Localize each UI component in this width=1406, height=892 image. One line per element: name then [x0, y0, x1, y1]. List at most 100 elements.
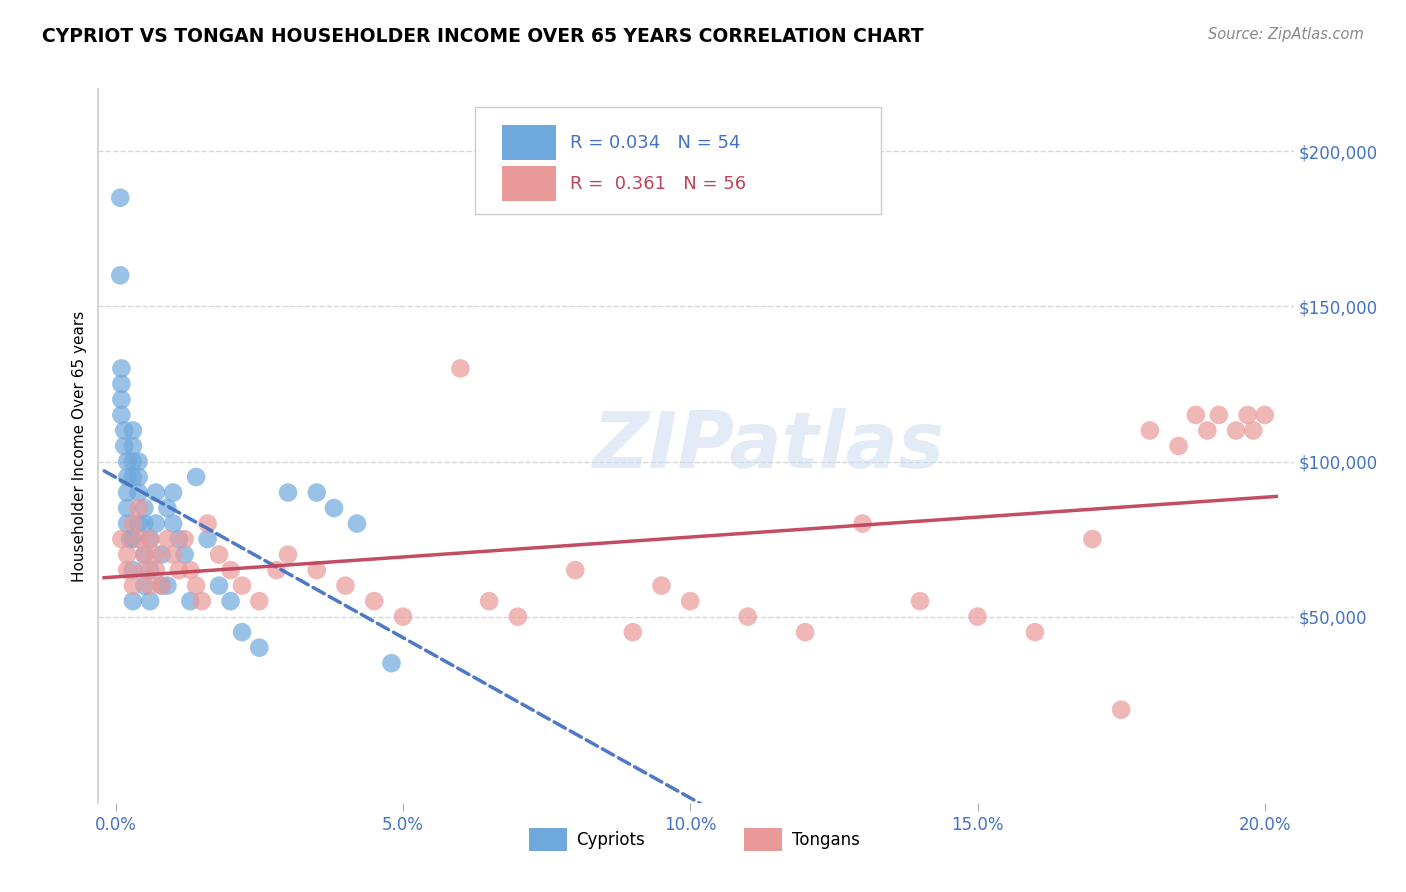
Point [1241, 424, 1264, 438]
Point [115, 501, 138, 516]
Point [1208, 408, 1230, 422]
Point [112, 439, 135, 453]
Point [179, 594, 201, 608]
Point [145, 516, 167, 531]
Point [112, 424, 135, 438]
Point [564, 563, 586, 577]
Bar [529, 829, 567, 851]
Point [208, 548, 231, 562]
Point [852, 516, 875, 531]
Point [150, 579, 173, 593]
Point [1167, 439, 1189, 453]
Point [392, 609, 415, 624]
Point [145, 563, 167, 577]
Point [208, 579, 231, 593]
Point [191, 594, 214, 608]
Point [162, 548, 184, 562]
Point [167, 532, 190, 546]
Text: CYPRIOT VS TONGAN HOUSEHOLDER INCOME OVER 65 YEARS CORRELATION CHART: CYPRIOT VS TONGAN HOUSEHOLDER INCOME OVE… [42, 27, 924, 45]
Point [966, 609, 988, 624]
Point [122, 579, 145, 593]
Point [134, 563, 156, 577]
Point [128, 501, 150, 516]
Point [335, 579, 357, 593]
Point [1197, 424, 1219, 438]
Point [134, 548, 156, 562]
Point [679, 594, 702, 608]
Point [139, 532, 162, 546]
Point [197, 532, 219, 546]
Point [323, 501, 346, 516]
Point [122, 454, 145, 468]
Point [122, 424, 145, 438]
Point [908, 594, 931, 608]
Point [219, 594, 242, 608]
Point [128, 454, 150, 468]
Point [122, 516, 145, 531]
Text: Cypriots: Cypriots [576, 831, 645, 849]
Point [122, 563, 145, 577]
Point [167, 563, 190, 577]
Point [173, 532, 195, 546]
Point [346, 516, 368, 531]
FancyBboxPatch shape [475, 107, 882, 214]
Point [115, 548, 138, 562]
Point [118, 532, 141, 546]
Point [150, 548, 173, 562]
Point [737, 609, 759, 624]
Point [122, 439, 145, 453]
Point [128, 470, 150, 484]
Point [122, 470, 145, 484]
Point [110, 532, 132, 546]
Point [150, 579, 173, 593]
Point [305, 485, 328, 500]
Point [247, 594, 270, 608]
Point [184, 579, 207, 593]
Point [128, 532, 150, 546]
Point [231, 579, 253, 593]
Point [1236, 408, 1258, 422]
Point [122, 532, 145, 546]
Point [139, 532, 162, 546]
Point [478, 594, 501, 608]
Point [134, 516, 156, 531]
Text: ZIPatlas: ZIPatlas [592, 408, 943, 484]
Text: R = 0.034   N = 54: R = 0.034 N = 54 [571, 134, 741, 152]
Point [1185, 408, 1208, 422]
Point [128, 516, 150, 531]
Point [156, 579, 179, 593]
Point [219, 563, 242, 577]
Bar [502, 166, 557, 202]
Point [380, 656, 402, 670]
Point [139, 563, 162, 577]
Point [139, 579, 162, 593]
Point [156, 501, 179, 516]
Point [115, 454, 138, 468]
Text: Source: ZipAtlas.com: Source: ZipAtlas.com [1208, 27, 1364, 42]
Point [115, 470, 138, 484]
Text: Tongans: Tongans [792, 831, 859, 849]
Point [122, 594, 145, 608]
Point [449, 361, 471, 376]
Point [115, 563, 138, 577]
Point [506, 609, 529, 624]
Point [162, 516, 184, 531]
Point [115, 485, 138, 500]
Point [110, 376, 132, 391]
Point [110, 408, 132, 422]
Point [128, 485, 150, 500]
Point [110, 191, 132, 205]
Point [197, 516, 219, 531]
Point [794, 625, 817, 640]
Point [156, 532, 179, 546]
Point [162, 485, 184, 500]
Point [621, 625, 644, 640]
Bar [502, 125, 557, 161]
Point [363, 594, 385, 608]
Point [1139, 424, 1161, 438]
Point [266, 563, 288, 577]
Point [134, 501, 156, 516]
Point [134, 548, 156, 562]
Y-axis label: Householder Income Over 65 years: Householder Income Over 65 years [72, 310, 87, 582]
Point [115, 516, 138, 531]
